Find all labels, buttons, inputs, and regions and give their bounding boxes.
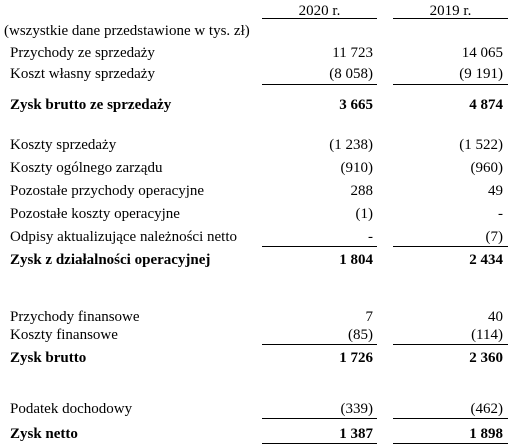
header-underline-2019 — [393, 18, 508, 19]
row-label: Zysk z działalności operacyjnej — [10, 252, 211, 268]
table-row: Pozostałe koszty operacyjne (1) - — [0, 203, 513, 225]
value-2019: 4 874 — [469, 97, 503, 113]
row-label: Zysk brutto — [10, 350, 87, 366]
row-label: Podatek dochodowy — [10, 401, 133, 417]
value-2019: (1 522) — [459, 137, 503, 153]
value-2020: - — [368, 229, 373, 245]
row-label: Pozostałe przychody operacyjne — [10, 183, 205, 199]
row-label: Koszty finansowe — [10, 327, 118, 343]
units-note-row: (wszystkie dane przedstawione w tys. zł) — [0, 20, 513, 42]
value-2020: 7 — [365, 309, 374, 325]
value-2019: 2 434 — [469, 252, 503, 268]
subtotal-row: Zysk brutto ze sprzedaży 3 665 4 874 — [0, 94, 513, 116]
table-row: Koszty ogólnego zarządu (910) (960) — [0, 157, 513, 179]
value-2019: 49 — [488, 183, 503, 199]
header-underline-2020 — [262, 18, 377, 19]
total-line-2020 — [262, 443, 377, 444]
subtotal-line-2019 — [393, 418, 508, 419]
value-2019: (960) — [470, 160, 504, 176]
value-2019: (114) — [471, 327, 503, 343]
total-line-2019 — [393, 443, 508, 444]
subtotal-line-2020 — [262, 344, 377, 345]
row-label: Przychody ze sprzedaży — [10, 45, 155, 61]
value-2020: (1 238) — [329, 137, 373, 153]
value-2020: 11 723 — [332, 45, 373, 61]
value-2020: 1 804 — [339, 252, 373, 268]
subtotal-line-2020 — [262, 246, 377, 247]
value-2019: 2 360 — [469, 350, 503, 366]
table-row: Przychody ze sprzedaży 11 723 14 065 — [0, 42, 513, 64]
value-2020: 1 387 — [339, 426, 373, 442]
value-2020: (8 058) — [329, 66, 373, 82]
value-2020: 288 — [350, 183, 374, 199]
row-label: Koszty ogólnego zarządu — [10, 160, 163, 176]
value-2020: (85) — [348, 327, 373, 343]
row-label: Przychody finansowe — [10, 309, 140, 325]
table-row: Pozostałe przychody operacyjne 288 49 — [0, 180, 513, 202]
value-2019: (7) — [485, 229, 504, 245]
row-label: Pozostałe koszty operacyjne — [10, 206, 180, 222]
value-2019: (462) — [470, 401, 504, 417]
subtotal-line-2019 — [393, 246, 508, 247]
row-label: Koszt własny sprzedaży — [10, 66, 155, 82]
column-header-2019: 2019 r. — [429, 3, 472, 19]
value-2019: - — [498, 206, 503, 222]
value-2019: 14 065 — [461, 45, 503, 61]
subtotal-row: Zysk brutto 1 726 2 360 — [0, 347, 513, 369]
table-row: Koszty finansowe (85) (114) — [0, 324, 513, 346]
table-row: Koszt własny sprzedaży (8 058) (9 191) — [0, 63, 513, 85]
subtotal-line-2020 — [262, 84, 377, 85]
subtotal-line-2019 — [393, 344, 508, 345]
subtotal-line-2020 — [262, 418, 377, 419]
value-2019: (9 191) — [459, 66, 503, 82]
subtotal-line-2019 — [393, 84, 508, 85]
row-label: Zysk brutto ze sprzedaży — [10, 97, 172, 113]
value-2020: (910) — [340, 160, 374, 176]
value-2020: 3 665 — [339, 97, 373, 113]
value-2019: 1 898 — [469, 426, 503, 442]
units-note: (wszystkie dane przedstawione w tys. zł) — [4, 23, 250, 39]
value-2020: 1 726 — [339, 350, 373, 366]
total-row: Zysk netto 1 387 1 898 — [0, 423, 513, 445]
subtotal-row: Zysk z działalności operacyjnej 1 804 2 … — [0, 249, 513, 271]
table-row: Podatek dochodowy (339) (462) — [0, 398, 513, 420]
value-2020: (339) — [340, 401, 374, 417]
table-row: Przychody finansowe 7 40 — [0, 306, 513, 328]
column-header-2020: 2020 r. — [298, 3, 341, 19]
row-label: Odpisy aktualizujące należności netto — [10, 229, 237, 245]
value-2020: (1) — [355, 206, 374, 222]
row-label: Koszty sprzedaży — [10, 137, 117, 153]
value-2019: 40 — [488, 309, 503, 325]
table-row: Odpisy aktualizujące należności netto - … — [0, 226, 513, 248]
table-row: Koszty sprzedaży (1 238) (1 522) — [0, 134, 513, 156]
row-label: Zysk netto — [10, 426, 78, 442]
